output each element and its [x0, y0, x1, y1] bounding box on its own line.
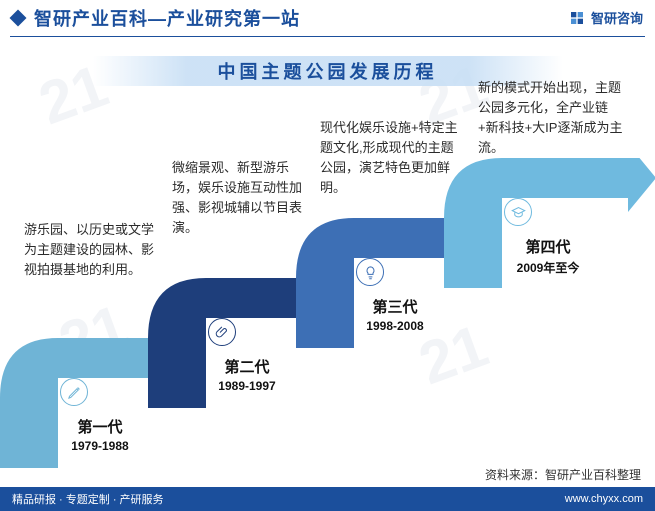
- step2-years: 1989-1997: [192, 379, 302, 393]
- footer: 精品研报 · 专题定制 · 产研服务 www.chyxx.com: [0, 487, 655, 511]
- brand-logo-icon: [569, 10, 585, 26]
- step2-gen: 第二代: [192, 356, 302, 377]
- step3-gen: 第三代: [340, 296, 450, 317]
- step2-label: 第二代 1989-1997: [192, 356, 302, 393]
- footer-right: www.chyxx.com: [565, 493, 643, 505]
- step1-desc: 游乐园、以历史或文学为主题建设的园林、影视拍摄基地的利用。: [24, 220, 164, 280]
- brand-text: 智研咨询: [591, 8, 643, 27]
- footer-left: 精品研报 · 专题定制 · 产研服务: [12, 491, 164, 507]
- step1-label: 第一代 1979-1988: [50, 416, 150, 453]
- header: 智研产业百科—产业研究第一站 智研咨询: [0, 0, 655, 36]
- bulb-icon: [356, 258, 384, 286]
- step4-label: 第四代 2009年至今: [488, 236, 608, 276]
- step2-desc: 微缩景观、新型游乐场，娱乐设施互动性加强、影视城辅以节目表演。: [172, 158, 312, 239]
- step3-label: 第三代 1998-2008: [340, 296, 450, 333]
- canvas: 21 21 21 21 智研产业百科—产业研究第一站 智研咨询 中国主题公园发展…: [0, 0, 655, 511]
- step4-gen: 第四代: [488, 236, 608, 257]
- diamond-icon: [10, 10, 27, 27]
- title-text: 中国主题公园发展历程: [218, 58, 438, 84]
- clip-icon: [208, 318, 236, 346]
- brand: 智研咨询: [569, 8, 643, 27]
- source-text: 资料来源：智研产业百科整理: [485, 466, 641, 483]
- grad-icon: [504, 198, 532, 226]
- step4-desc: 新的模式开始出现，主题公园多元化，全产业链+新科技+大IP逐渐成为主流。: [478, 78, 628, 159]
- step1-gen: 第一代: [50, 416, 150, 437]
- header-divider: [10, 36, 645, 37]
- header-title: 智研产业百科—产业研究第一站: [34, 5, 300, 31]
- step3-years: 1998-2008: [340, 319, 450, 333]
- step4-years: 2009年至今: [488, 259, 608, 276]
- pencil-icon: [60, 378, 88, 406]
- step1-years: 1979-1988: [50, 439, 150, 453]
